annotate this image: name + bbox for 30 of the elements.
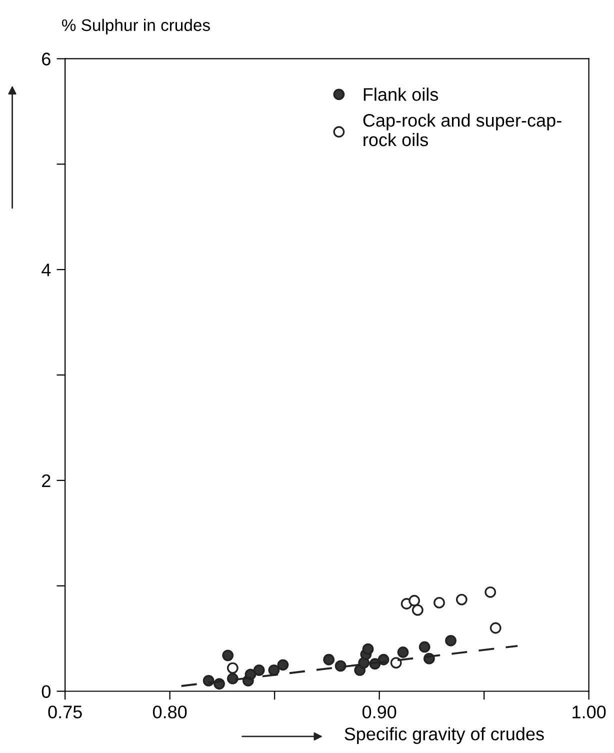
x-tick-label: 0.80 (152, 706, 187, 718)
point (408, 594, 420, 606)
y-tick-label: 6 (42, 52, 50, 66)
point (484, 586, 496, 598)
point (226, 672, 238, 684)
point (226, 662, 238, 674)
y-tick-label: 2 (42, 474, 50, 487)
y-tick-label: 4 (42, 264, 51, 276)
point (390, 657, 402, 668)
point (434, 597, 445, 608)
point (323, 654, 335, 666)
point (334, 660, 346, 672)
point (418, 641, 430, 653)
point (253, 664, 265, 676)
x-tick-label: 0.75 (48, 706, 82, 718)
y-tick-label: 0 (42, 685, 50, 698)
point (277, 659, 289, 671)
point (456, 594, 468, 606)
point (222, 650, 234, 662)
y-axis-title: % Sulphur in crudes (62, 18, 210, 34)
point (445, 634, 456, 646)
x-tick-label: 0.90 (362, 706, 396, 718)
point (490, 622, 502, 634)
point (397, 646, 409, 658)
x-axis-title: Specific gravity of crudes (344, 727, 544, 744)
point (412, 604, 424, 616)
point (362, 643, 374, 655)
x-tick-label: 1.00 (572, 706, 606, 718)
legend-label: Flank oils (364, 88, 438, 101)
legend-label: Cap-rock and super-cap- rock oils (363, 113, 562, 146)
